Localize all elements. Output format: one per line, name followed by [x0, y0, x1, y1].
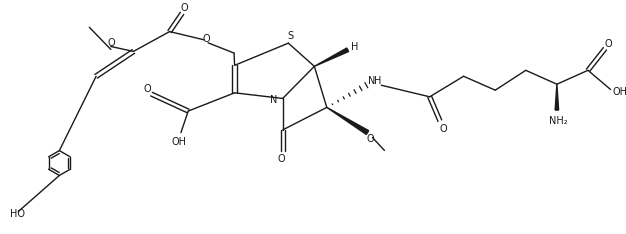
Text: N: N: [367, 76, 375, 86]
Text: OH: OH: [172, 136, 187, 146]
Text: NH₂: NH₂: [548, 116, 567, 126]
Text: HO: HO: [10, 209, 25, 219]
Text: O: O: [604, 39, 612, 49]
Text: O: O: [439, 124, 446, 134]
Text: H: H: [374, 76, 381, 86]
Text: S: S: [287, 31, 294, 41]
Text: O: O: [144, 84, 151, 94]
Text: H: H: [351, 42, 358, 52]
Text: N: N: [270, 95, 277, 106]
Polygon shape: [555, 84, 558, 110]
Text: O: O: [180, 3, 188, 13]
Polygon shape: [314, 48, 349, 66]
Text: O: O: [108, 38, 116, 48]
Text: O: O: [202, 34, 210, 44]
Text: O: O: [367, 134, 374, 143]
Text: O: O: [278, 154, 285, 165]
Polygon shape: [327, 107, 369, 135]
Text: OH: OH: [612, 87, 626, 96]
